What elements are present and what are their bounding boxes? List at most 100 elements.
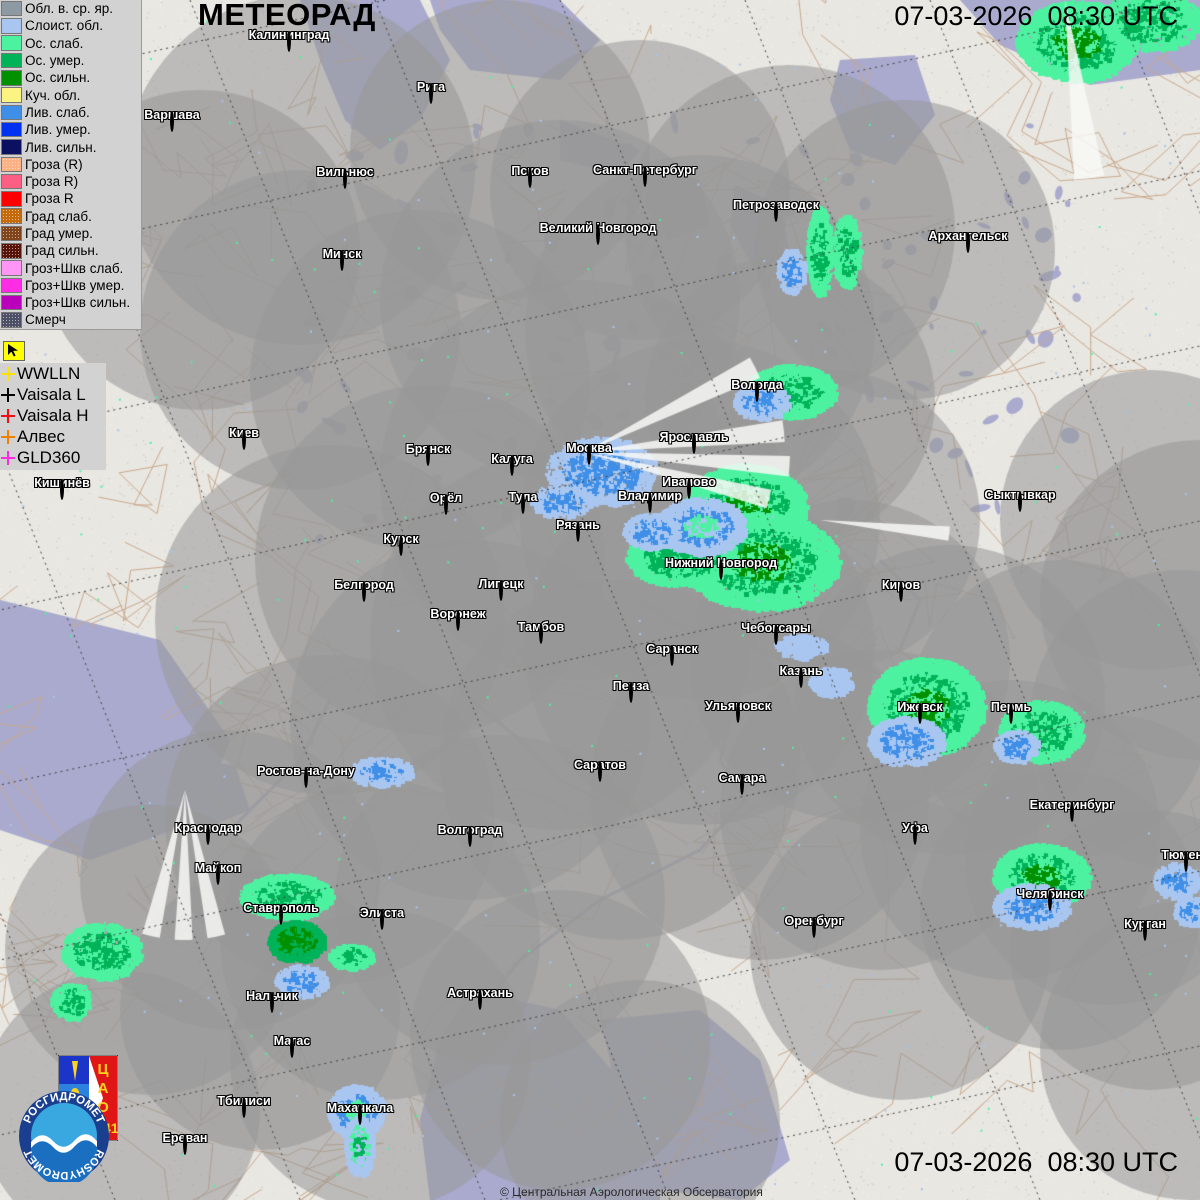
- city-marker[interactable]: Ереван: [163, 1131, 207, 1155]
- city-marker[interactable]: Великий Новгород: [540, 221, 656, 245]
- city-dot-icon: [270, 992, 274, 1013]
- city-marker[interactable]: Казань: [779, 664, 823, 688]
- city-marker[interactable]: Петрозаводск: [733, 198, 819, 222]
- city-marker[interactable]: Киров: [882, 578, 920, 602]
- city-dot-icon: [399, 535, 403, 556]
- city-marker[interactable]: Екатеринбург: [1030, 798, 1114, 822]
- lightning-cross-icon: [0, 408, 16, 424]
- city-marker[interactable]: Курск: [383, 532, 419, 556]
- city-marker[interactable]: Вологда: [731, 378, 783, 402]
- legend-color-swatch: [1, 225, 22, 242]
- city-marker[interactable]: Рига: [417, 80, 445, 104]
- city-marker[interactable]: Владимир: [618, 489, 682, 513]
- city-marker[interactable]: Майкоп: [195, 861, 241, 885]
- legend-item: Гроз+Шкв умер.: [0, 277, 141, 294]
- city-marker[interactable]: Орёл: [430, 491, 462, 515]
- city-marker[interactable]: Рязань: [556, 518, 600, 542]
- city-marker[interactable]: Сыктывкар: [984, 488, 1056, 512]
- city-marker[interactable]: Ульяновск: [705, 699, 771, 723]
- city-marker[interactable]: Нальчик: [246, 989, 298, 1013]
- copyright-credits: © Центральная Аэрологическая Обсерватори…: [500, 1185, 763, 1199]
- city-marker[interactable]: Пенза: [613, 679, 649, 703]
- city-marker[interactable]: Псков: [511, 164, 549, 188]
- arrow-cursor-icon[interactable]: [3, 341, 25, 361]
- legend-color-swatch: [1, 0, 22, 17]
- legend-item-label: Ос. слаб.: [25, 35, 84, 51]
- legend-color-swatch: [1, 18, 22, 34]
- city-marker[interactable]: Саратов: [574, 758, 626, 782]
- city-dot-icon: [340, 250, 344, 271]
- city-dot-icon: [812, 917, 816, 938]
- city-dot-icon: [692, 433, 696, 454]
- city-marker[interactable]: Элиста: [360, 906, 404, 930]
- city-dot-icon: [358, 1104, 362, 1125]
- city-marker[interactable]: Чебоксары: [741, 621, 811, 645]
- city-marker[interactable]: Оренбург: [784, 914, 844, 938]
- legend-item-label: Куч. обл.: [25, 87, 81, 103]
- legend-item: Град сильн.: [0, 242, 141, 259]
- city-marker[interactable]: Липецк: [479, 577, 523, 601]
- legend-item-label: Гроза R: [25, 191, 74, 207]
- city-marker[interactable]: Варшава: [144, 108, 200, 132]
- legend-item: Лив. слаб.: [0, 104, 141, 121]
- legend-item-label: Слоист. обл.: [25, 18, 104, 34]
- city-dot-icon: [183, 1134, 187, 1155]
- city-marker[interactable]: Воронеж: [430, 607, 486, 631]
- city-marker[interactable]: Курган: [1124, 917, 1166, 941]
- city-marker[interactable]: Ижевск: [897, 700, 943, 724]
- city-marker[interactable]: Астрахань: [447, 986, 513, 1010]
- city-marker[interactable]: Брянск: [406, 442, 450, 466]
- city-marker[interactable]: Тбилиси: [217, 1094, 271, 1118]
- city-marker[interactable]: Москва: [566, 441, 612, 465]
- legend-color-swatch: [1, 294, 22, 311]
- city-dot-icon: [242, 429, 246, 450]
- legend-item-label: Гроз+Шкв сильн.: [25, 295, 131, 311]
- city-marker[interactable]: Нижний Новгород: [665, 556, 777, 580]
- city-marker[interactable]: Ставрополь: [243, 901, 319, 925]
- city-dot-icon: [380, 909, 384, 930]
- city-marker[interactable]: Уфа: [902, 821, 928, 845]
- city-marker[interactable]: Кишинёв: [34, 476, 90, 500]
- city-marker[interactable]: Челябинск: [1016, 887, 1084, 911]
- city-dot-icon: [444, 494, 448, 515]
- city-marker[interactable]: Калуга: [491, 452, 533, 476]
- city-marker[interactable]: Киев: [229, 426, 259, 450]
- city-dot-icon: [596, 224, 600, 245]
- city-marker[interactable]: Саранск: [646, 642, 698, 666]
- city-marker[interactable]: Вильнюс: [316, 165, 374, 189]
- legend-color-swatch: [1, 191, 22, 207]
- city-dot-icon: [216, 864, 220, 885]
- legend-color-swatch: [1, 156, 22, 173]
- lightning-network-label: Vaisala H: [17, 406, 89, 425]
- city-marker[interactable]: Белгород: [334, 578, 394, 602]
- legend-color-swatch: [1, 121, 22, 138]
- city-marker[interactable]: Пермь: [991, 700, 1031, 724]
- legend-item: Гроз+Шкв слаб.: [0, 259, 141, 276]
- city-marker[interactable]: Волгоград: [438, 823, 502, 847]
- city-marker[interactable]: Тула: [509, 490, 537, 514]
- city-dot-icon: [1143, 920, 1147, 941]
- city-marker[interactable]: Ярославль: [659, 430, 729, 454]
- city-marker[interactable]: Самара: [719, 771, 765, 795]
- city-marker[interactable]: Махачкала: [327, 1101, 393, 1125]
- city-marker[interactable]: Калининград: [249, 28, 329, 52]
- city-marker[interactable]: Архангельск: [929, 229, 1007, 253]
- city-dot-icon: [1048, 890, 1052, 911]
- city-dot-icon: [774, 201, 778, 222]
- city-marker[interactable]: Иваново: [662, 475, 716, 499]
- city-marker[interactable]: Краснодар: [175, 821, 241, 845]
- city-marker[interactable]: Тамбов: [518, 620, 564, 644]
- city-dot-icon: [362, 581, 366, 602]
- legend-color-swatch: [1, 260, 22, 276]
- city-dot-icon: [576, 521, 580, 542]
- legend-item: Ос. сильн.: [0, 69, 141, 86]
- city-dot-icon: [528, 167, 532, 188]
- city-marker[interactable]: Магас: [274, 1034, 310, 1058]
- city-marker[interactable]: Тюмень: [1161, 848, 1200, 872]
- city-marker[interactable]: Минск: [323, 247, 361, 271]
- city-marker[interactable]: Ростов-на-Дону: [257, 764, 355, 788]
- city-dot-icon: [60, 479, 64, 500]
- city-marker[interactable]: Санкт-Петербург: [593, 163, 697, 187]
- city-dot-icon: [643, 166, 647, 187]
